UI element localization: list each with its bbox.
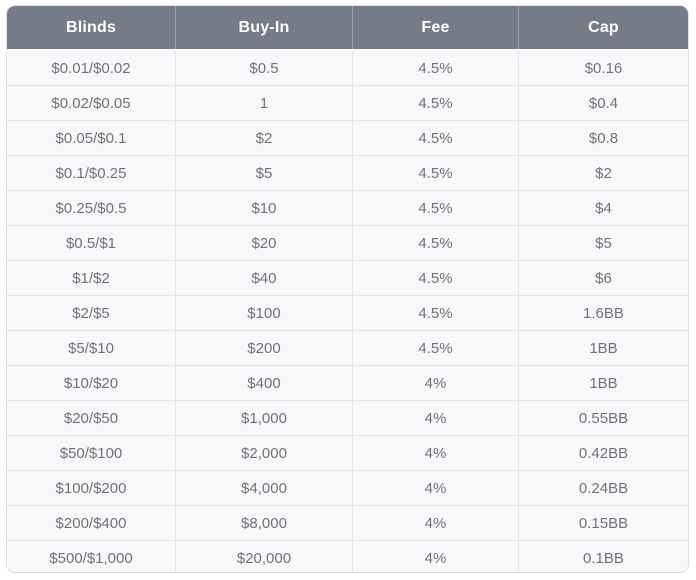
cell-cap: 0.42BB [517, 436, 688, 470]
cell-blinds: $0.02/$0.05 [51, 94, 131, 112]
column-header-fee: Fee [351, 6, 518, 49]
column-header-blinds: Blinds [65, 18, 117, 36]
cell-blinds: $0.1/$0.25 [55, 164, 127, 182]
table-row: $0.1/$0.25 $5 4.5% $2 [7, 156, 688, 191]
cell-buy-in: $5 [175, 156, 352, 190]
cell-fee: 4.5% [351, 121, 518, 155]
cell-fee: 4% [351, 366, 518, 400]
table-row: $50/$100 $2,000 4% 0.42BB [7, 436, 688, 471]
cell-cap: $5 [517, 226, 688, 260]
cell-buy-in: 1 [175, 86, 352, 120]
cell-blinds: $2/$5 [72, 304, 110, 322]
table-row: $2/$5 $100 4.5% 1.6BB [7, 296, 688, 331]
cell-blinds: $100/$200 [55, 479, 127, 497]
table-row: $0.5/$1 $20 4.5% $5 [7, 226, 688, 261]
cell-blinds: $20/$50 [63, 409, 119, 427]
cell-blinds: $0.5/$1 [65, 234, 117, 252]
cell-blinds: $10/$20 [63, 374, 119, 392]
table-row: $0.25/$0.5 $10 4.5% $4 [7, 191, 688, 226]
table-row: $500/$1,000 $20,000 4% 0.1BB [7, 541, 688, 572]
cell-buy-in: $8,000 [175, 506, 352, 540]
cell-fee: 4% [351, 436, 518, 470]
cell-fee: 4.5% [351, 296, 518, 330]
table-row: $200/$400 $8,000 4% 0.15BB [7, 506, 688, 541]
cell-blinds: $500/$1,000 [49, 549, 133, 567]
table-row: $20/$50 $1,000 4% 0.55BB [7, 401, 688, 436]
cell-cap: 1BB [517, 366, 688, 400]
table-body: $0.01/$0.02 $0.5 4.5% $0.16 $0.02/$0.05 1 4.5%… [7, 51, 688, 572]
cell-buy-in: $2 [175, 121, 352, 155]
cell-cap: 0.1BB [517, 541, 688, 572]
cell-fee: 4.5% [351, 226, 518, 260]
cell-cap: $6 [517, 261, 688, 295]
table-row: $0.02/$0.05 1 4.5% $0.4 [7, 86, 688, 121]
cell-fee: 4.5% [351, 261, 518, 295]
cell-buy-in: $40 [175, 261, 352, 295]
cell-cap: $0.4 [517, 86, 688, 120]
table-header-row: Blinds Buy-In Fee Cap [7, 6, 688, 51]
cell-buy-in: $10 [175, 191, 352, 225]
cell-fee: 4% [351, 541, 518, 572]
cell-fee: 4.5% [351, 51, 518, 85]
table-row: $100/$200 $4,000 4% 0.24BB [7, 471, 688, 506]
cell-fee: 4% [351, 401, 518, 435]
table-row: $10/$20 $400 4% 1BB [7, 366, 688, 401]
cell-cap: $0.8 [517, 121, 688, 155]
cell-cap: 1BB [517, 331, 688, 365]
cell-fee: 4.5% [351, 156, 518, 190]
cell-blinds: $0.05/$0.1 [55, 129, 127, 147]
cell-buy-in: $20 [175, 226, 352, 260]
cell-blinds: $50/$100 [59, 444, 123, 462]
cell-cap: 0.15BB [517, 506, 688, 540]
cell-blinds: $0.25/$0.5 [55, 199, 127, 217]
cell-buy-in: $4,000 [175, 471, 352, 505]
cell-blinds: $200/$400 [55, 514, 127, 532]
cell-buy-in: $0.5 [175, 51, 352, 85]
cell-fee: 4.5% [351, 86, 518, 120]
cell-buy-in: $20,000 [175, 541, 352, 572]
cell-cap: $4 [517, 191, 688, 225]
table-row: $0.05/$0.1 $2 4.5% $0.8 [7, 121, 688, 156]
cell-cap: 1.6BB [517, 296, 688, 330]
cell-blinds: $1/$2 [72, 269, 110, 287]
cell-buy-in: $400 [175, 366, 352, 400]
cell-fee: 4.5% [351, 331, 518, 365]
stakes-table: Blinds Buy-In Fee Cap $0.01/$0.02 $0.5 4.5… [6, 5, 689, 573]
cell-fee: 4.5% [351, 191, 518, 225]
cell-cap: 0.55BB [517, 401, 688, 435]
column-header-buy-in: Buy-In [175, 6, 352, 49]
cell-fee: 4% [351, 506, 518, 540]
cell-buy-in: $200 [175, 331, 352, 365]
cell-cap: $0.16 [517, 51, 688, 85]
cell-fee: 4% [351, 471, 518, 505]
cell-buy-in: $2,000 [175, 436, 352, 470]
table-row: $1/$2 $40 4.5% $6 [7, 261, 688, 296]
cell-blinds: $5/$10 [68, 339, 114, 357]
cell-cap: $2 [517, 156, 688, 190]
table-row: $0.01/$0.02 $0.5 4.5% $0.16 [7, 51, 688, 86]
cell-blinds: $0.01/$0.02 [51, 59, 131, 77]
cell-cap: 0.24BB [517, 471, 688, 505]
cell-buy-in: $100 [175, 296, 352, 330]
cell-buy-in: $1,000 [175, 401, 352, 435]
column-header-cap: Cap [517, 6, 688, 49]
table-row: $5/$10 $200 4.5% 1BB [7, 331, 688, 366]
